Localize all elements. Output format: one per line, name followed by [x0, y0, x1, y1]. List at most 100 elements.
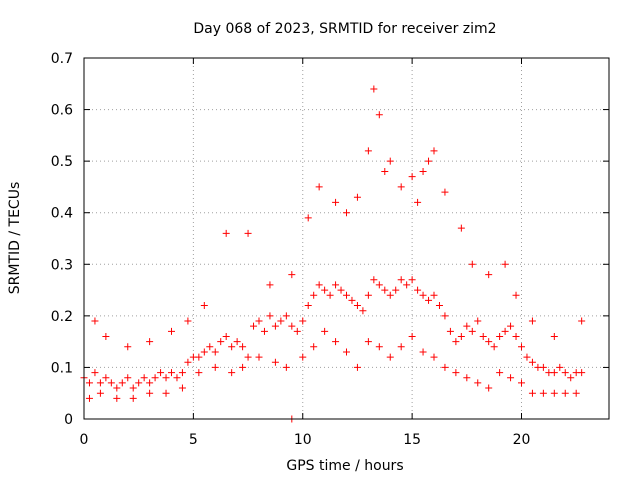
data-point [441, 188, 449, 196]
data-point [518, 379, 525, 387]
data-point [173, 374, 181, 382]
data-point [561, 369, 569, 377]
data-point [310, 291, 318, 299]
plot-frame [83, 57, 610, 420]
data-point [260, 327, 268, 335]
data-point [457, 332, 465, 340]
data-point [430, 291, 438, 299]
data-point [168, 327, 175, 335]
data-point [561, 389, 569, 397]
data-point [206, 343, 214, 351]
data-point [425, 157, 433, 165]
x-tick-label: 0 [80, 432, 89, 448]
data-point [474, 317, 482, 325]
data-point [304, 214, 312, 222]
data-point [528, 358, 536, 366]
data-point [343, 291, 350, 299]
data-point [485, 384, 493, 392]
data-point [200, 302, 208, 310]
data-point [124, 374, 132, 382]
data-point [332, 198, 340, 206]
data-point [408, 332, 416, 340]
x-tick-label: 10 [294, 432, 312, 448]
data-point [474, 379, 482, 387]
data-points [80, 85, 586, 423]
data-point [146, 379, 154, 387]
data-point [146, 389, 154, 397]
data-point [359, 307, 367, 315]
x-axis-label: GPS time / hours [286, 458, 403, 474]
data-point [370, 85, 378, 93]
y-tick-label: 0.1 [51, 360, 73, 376]
data-point [217, 338, 225, 346]
x-tick-label: 20 [513, 432, 531, 448]
data-point [113, 394, 121, 402]
data-point [490, 343, 498, 351]
data-point [113, 384, 121, 392]
data-point [452, 338, 460, 346]
data-point [578, 369, 586, 377]
y-tick-label: 0.4 [51, 206, 73, 222]
data-point [408, 173, 416, 181]
data-point [184, 358, 192, 366]
data-point [397, 276, 405, 284]
data-point [271, 322, 279, 330]
data-point [299, 317, 307, 325]
data-point [364, 147, 372, 155]
data-point [512, 332, 520, 340]
data-point [353, 193, 361, 201]
data-point [184, 317, 192, 325]
y-tick-label: 0.2 [51, 309, 73, 325]
data-point [343, 209, 350, 217]
data-point [386, 291, 394, 299]
data-point [479, 332, 487, 340]
data-point [578, 317, 586, 325]
data-point [321, 286, 329, 294]
data-point [528, 389, 536, 397]
data-point [162, 374, 170, 382]
grid-lines [84, 58, 609, 419]
data-point [463, 322, 471, 330]
data-point [419, 348, 427, 356]
data-point [463, 374, 471, 382]
data-point [381, 167, 389, 175]
data-point [550, 389, 558, 397]
data-point [239, 343, 247, 351]
data-point [266, 312, 274, 320]
data-point [441, 363, 449, 371]
data-point [425, 296, 433, 304]
data-point [343, 348, 350, 356]
data-point [403, 281, 411, 289]
data-point [375, 343, 383, 351]
data-point [496, 332, 504, 340]
data-point [135, 379, 143, 387]
data-point [567, 374, 575, 382]
data-point [441, 312, 449, 320]
data-point [326, 291, 334, 299]
data-point [129, 394, 137, 402]
data-point [228, 343, 236, 351]
data-point [419, 291, 427, 299]
data-point [518, 343, 525, 351]
data-point [364, 338, 372, 346]
x-tick-label: 5 [189, 432, 198, 448]
y-tick-label: 0.5 [51, 154, 73, 170]
data-point [244, 353, 252, 361]
data-point [353, 302, 361, 310]
data-point [375, 281, 383, 289]
data-point [392, 286, 400, 294]
data-point [485, 338, 493, 346]
data-point [211, 363, 219, 371]
data-point [386, 353, 394, 361]
data-point [107, 379, 115, 387]
data-point [539, 363, 547, 371]
data-point [550, 369, 558, 377]
data-point [501, 327, 509, 335]
data-point [408, 276, 416, 284]
data-point [178, 384, 186, 392]
data-point [299, 353, 307, 361]
data-point [277, 317, 285, 325]
data-point [211, 348, 219, 356]
data-point [310, 343, 318, 351]
data-point [332, 338, 340, 346]
